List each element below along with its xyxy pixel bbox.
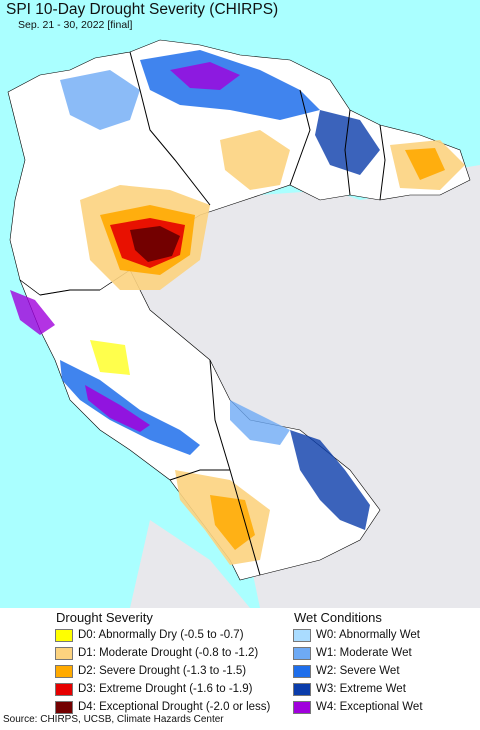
drought-legend-heading: Drought Severity [56,610,153,625]
wet-patch-ecuador [10,290,55,335]
swatch-d1 [55,646,73,660]
legend-item-w0: W0: Abnormally Wet [293,626,423,644]
source-credit: Source: CHIRPS, UCSB, Climate Hazards Ce… [3,714,224,725]
swatch-d0 [55,628,73,642]
legend-label-d4: D4: Exceptional Drought (-2.0 or less) [78,701,271,713]
drought-patch-bolivia-d2 [210,495,255,550]
swatch-w1 [293,646,311,660]
legend-label-w2: W2: Severe Wet [316,665,400,677]
map-subtitle: Sep. 21 - 30, 2022 [final] [18,19,133,31]
wet-patch-venezuela-w4 [170,62,240,90]
swatch-w0 [293,628,311,642]
legend-item-w4: W4: Exceptional Wet [293,698,423,716]
legend-item-d2: D2: Severe Drought (-1.3 to -1.5) [55,662,270,680]
legend-label-d1: D1: Moderate Drought (-0.8 to -1.2) [78,647,259,659]
swatch-d3 [55,682,73,696]
legend-item-d4: D4: Exceptional Drought (-2.0 or less) [55,698,270,716]
wet-legend: W0: Abnormally Wet W1: Moderate Wet W2: … [293,626,423,716]
wet-patch-peru-w4 [85,385,150,432]
wet-patch-guyana [315,110,380,175]
swatch-w3 [293,682,311,696]
legend-label-w4: W4: Exceptional Wet [316,701,423,713]
other-land-south [130,520,250,608]
legend-label-w0: W0: Abnormally Wet [316,629,420,641]
drought-map: SPI 10-Day Drought Severity (CHIRPS) Sep… [0,0,480,608]
other-land-east [130,165,480,608]
legend-item-w3: W3: Extreme Wet [293,680,423,698]
drought-patch-venezuela-d1 [220,130,290,190]
legend-label-d3: D3: Extreme Drought (-1.6 to -1.9) [78,683,253,695]
legend-label-d2: D2: Severe Drought (-1.3 to -1.5) [78,665,247,677]
swatch-d4 [55,700,73,714]
legend-item-w1: W1: Moderate Wet [293,644,423,662]
map-canvas [0,0,480,608]
wet-patch-colombia-north [60,70,140,130]
legend-item-d3: D3: Extreme Drought (-1.6 to -1.9) [55,680,270,698]
drought-patch-peru-d0 [90,340,130,375]
wet-legend-heading: Wet Conditions [294,610,382,625]
swatch-d2 [55,664,73,678]
legend-item-d0: D0: Abnormally Dry (-0.5 to -0.7) [55,626,270,644]
swatch-w4 [293,700,311,714]
drought-patch-central-d4 [130,226,180,262]
wet-patch-peru-andes [60,360,200,455]
wet-patch-bolivia-north [230,400,290,445]
map-title: SPI 10-Day Drought Severity (CHIRPS) [6,1,279,18]
legend-item-w2: W2: Severe Wet [293,662,423,680]
country-borders [39,51,386,576]
swatch-w2 [293,664,311,678]
wet-patch-bolivia-east [290,430,370,530]
drought-legend: D0: Abnormally Dry (-0.5 to -0.7) D1: Mo… [55,626,270,716]
drought-patch-guiana-d2 [405,148,445,180]
legend-item-d1: D1: Moderate Drought (-0.8 to -1.2) [55,644,270,662]
legend-label-d0: D0: Abnormally Dry (-0.5 to -0.7) [78,629,244,641]
legend-label-w1: W1: Moderate Wet [316,647,412,659]
legend-label-w3: W3: Extreme Wet [316,683,406,695]
